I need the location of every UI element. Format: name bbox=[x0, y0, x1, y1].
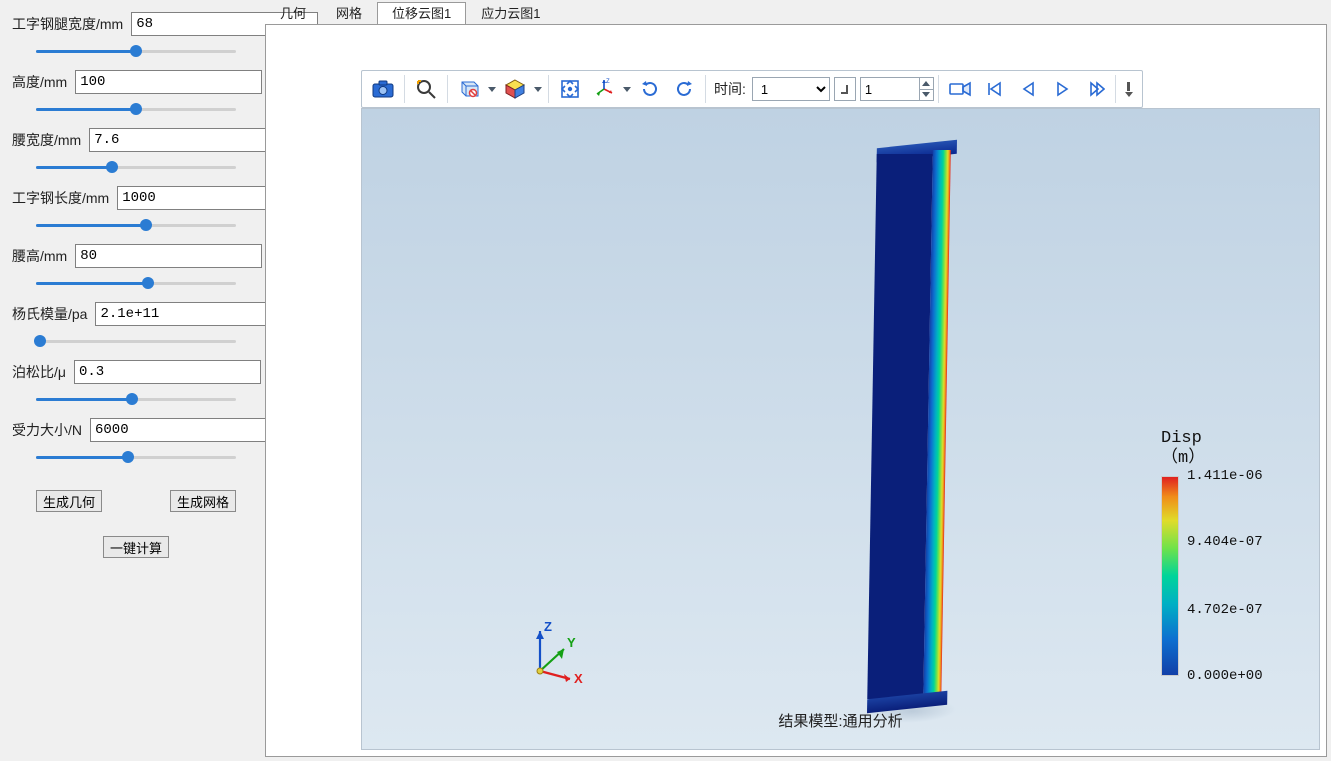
time-label: 时间: bbox=[714, 79, 746, 99]
screenshot-icon[interactable] bbox=[366, 72, 400, 106]
time-combo[interactable]: 1 bbox=[752, 77, 830, 101]
generate-buttons-row: 生成几何 生成网格 bbox=[36, 490, 236, 512]
view-tabs: 几何网格位移云图1应力云图1 bbox=[265, 0, 1331, 24]
frame-stepper[interactable] bbox=[920, 77, 934, 101]
result-viewport[interactable]: X Y Z Disp （m） bbox=[361, 108, 1320, 750]
param-4: 腰高/mm bbox=[12, 244, 247, 292]
color-cube-dropdown-icon[interactable] bbox=[532, 72, 544, 106]
param-2: 腰宽度/mm bbox=[12, 128, 247, 176]
next-frame-icon[interactable] bbox=[1079, 72, 1113, 106]
param-input[interactable] bbox=[89, 128, 276, 152]
param-slider[interactable] bbox=[36, 216, 236, 234]
viewport-caption: 结果模型:通用分析 bbox=[362, 710, 1319, 731]
tab-1[interactable]: 网格 bbox=[321, 2, 377, 24]
zoom-icon[interactable] bbox=[409, 72, 443, 106]
param-input[interactable] bbox=[74, 360, 261, 384]
param-label: 杨氏模量/pa bbox=[12, 304, 87, 324]
param-input[interactable] bbox=[75, 70, 262, 94]
param-label: 腰宽度/mm bbox=[12, 130, 81, 150]
svg-text:Z: Z bbox=[544, 619, 552, 634]
param-1: 高度/mm bbox=[12, 70, 247, 118]
viewport-toolbar: Z 时间: bbox=[361, 70, 1143, 108]
param-label: 泊松比/μ bbox=[12, 362, 66, 382]
param-5: 杨氏模量/pa bbox=[12, 302, 247, 350]
first-frame-icon[interactable] bbox=[977, 72, 1011, 106]
param-input[interactable] bbox=[75, 244, 262, 268]
view-mode-dropdown-icon[interactable] bbox=[486, 72, 498, 106]
param-label: 工字钢长度/mm bbox=[12, 188, 109, 208]
axis-dropdown-icon[interactable] bbox=[621, 72, 633, 106]
parameter-panel: 工字钢腿宽度/mm 高度/mm 腰宽度/mm 工字钢长度/mm 腰高/mm 杨氏模量/pa… bbox=[0, 0, 265, 761]
time-end-icon[interactable] bbox=[834, 77, 856, 101]
param-3: 工字钢长度/mm bbox=[12, 186, 247, 234]
svg-text:Z: Z bbox=[606, 79, 610, 85]
fit-view-icon[interactable] bbox=[553, 72, 587, 106]
prev-frame-icon[interactable] bbox=[1011, 72, 1045, 106]
param-6: 泊松比/μ bbox=[12, 360, 247, 408]
legend-tick: 4.702e-07 bbox=[1187, 602, 1263, 618]
generate-geometry-button[interactable]: 生成几何 bbox=[36, 490, 102, 512]
generate-mesh-button[interactable]: 生成网格 bbox=[170, 490, 236, 512]
axis-triad: X Y Z bbox=[522, 619, 592, 689]
svg-text:X: X bbox=[574, 671, 583, 686]
tab-2[interactable]: 位移云图1 bbox=[377, 2, 466, 24]
param-slider[interactable] bbox=[36, 390, 236, 408]
legend-tick: 0.000e+00 bbox=[1187, 668, 1263, 684]
legend-tick: 1.411e-06 bbox=[1187, 468, 1263, 484]
param-label: 工字钢腿宽度/mm bbox=[12, 14, 123, 34]
param-slider[interactable] bbox=[36, 100, 236, 118]
param-7: 受力大小/N bbox=[12, 418, 247, 466]
rotate-cw-icon[interactable] bbox=[667, 72, 701, 106]
tab-3[interactable]: 应力云图1 bbox=[466, 2, 555, 24]
legend-title: Disp （m） bbox=[1161, 429, 1301, 470]
record-icon[interactable] bbox=[943, 72, 977, 106]
param-label: 高度/mm bbox=[12, 72, 67, 92]
ibeam-model bbox=[867, 144, 957, 709]
axis-orientation-icon[interactable]: Z bbox=[587, 72, 621, 106]
param-input[interactable] bbox=[90, 418, 277, 442]
legend-color-bar bbox=[1161, 476, 1179, 676]
param-slider[interactable] bbox=[36, 158, 236, 176]
main-area: 几何网格位移云图1应力云图1 bbox=[265, 0, 1331, 761]
toolbar-overflow-icon[interactable] bbox=[1120, 72, 1138, 106]
canvas-frame: Z 时间: bbox=[265, 24, 1327, 757]
param-0: 工字钢腿宽度/mm bbox=[12, 12, 247, 60]
param-label: 腰高/mm bbox=[12, 246, 67, 266]
app-root: 工字钢腿宽度/mm 高度/mm 腰宽度/mm 工字钢长度/mm 腰高/mm 杨氏模量/pa… bbox=[0, 0, 1331, 761]
calculate-button[interactable]: 一键计算 bbox=[103, 536, 169, 558]
svg-text:Y: Y bbox=[567, 635, 576, 650]
rotate-ccw-icon[interactable] bbox=[633, 72, 667, 106]
param-label: 受力大小/N bbox=[12, 420, 82, 440]
legend-tick: 9.404e-07 bbox=[1187, 534, 1263, 550]
param-slider[interactable] bbox=[36, 42, 236, 60]
play-icon[interactable] bbox=[1045, 72, 1079, 106]
frame-input[interactable] bbox=[860, 77, 920, 101]
color-legend: Disp （m） 1.411e-069.404e-074.702e-070.00… bbox=[1161, 429, 1301, 676]
param-slider[interactable] bbox=[36, 274, 236, 292]
view-mode-icon[interactable] bbox=[452, 72, 486, 106]
param-input[interactable] bbox=[95, 302, 282, 326]
tab-0[interactable]: 几何 bbox=[265, 2, 321, 24]
param-slider[interactable] bbox=[36, 448, 236, 466]
color-cube-icon[interactable] bbox=[498, 72, 532, 106]
param-slider[interactable] bbox=[36, 332, 236, 350]
